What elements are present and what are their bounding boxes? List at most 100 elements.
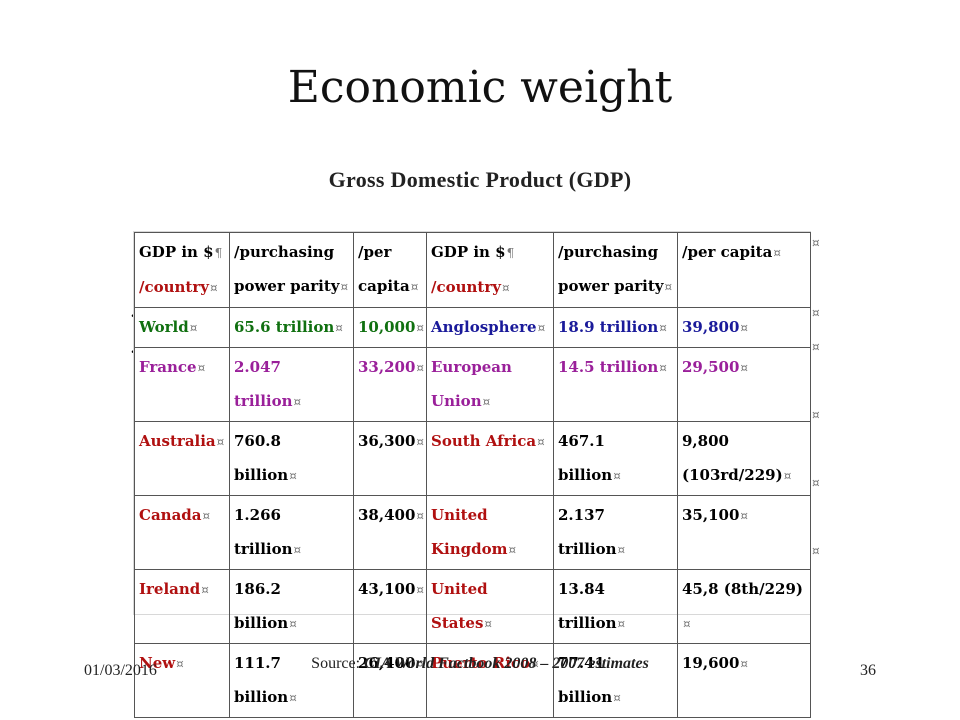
table-cell: Anglosphere¤ <box>426 307 554 348</box>
table-cell: European Union¤ <box>426 347 554 422</box>
table-row: New¤ 111.7 billion¤ 26,400¤ Puerto Rico¤ 77.… <box>134 643 811 718</box>
bullet-dot: . <box>131 304 135 321</box>
cell-value: 26,400 <box>358 654 416 672</box>
cell-value: 9,800 (103rd/229) <box>682 432 783 484</box>
table-cell: 760.8 billion¤ <box>229 421 354 496</box>
header-line2: power parity <box>234 277 340 295</box>
source-title: CIA World Factbook 2008 – 2007 estimates <box>364 655 649 672</box>
cell-value: 33,200 <box>358 358 416 376</box>
cell-value: New <box>139 654 176 672</box>
header-line2: /country <box>139 278 209 296</box>
cell-value: 467.1 billion <box>558 432 613 484</box>
cell-value: 13.84 trillion <box>558 580 617 632</box>
cell-value: 45,8 (8th/229) <box>682 580 804 598</box>
cell-value: 10,000 <box>358 318 416 336</box>
cell-value: 111.7 billion <box>234 654 289 706</box>
table-cell: Ireland¤ <box>134 569 230 644</box>
table-cell: United States¤ <box>426 569 554 644</box>
cell-value: Anglosphere <box>431 318 537 336</box>
table-cell: 186.2 billion¤ <box>229 569 354 644</box>
cell-value: 2.047 trillion <box>234 358 293 410</box>
cell-value: European Union <box>431 358 512 410</box>
table-cell: 467.1 billion¤ <box>553 421 678 496</box>
table-cell: 39,800¤ <box>677 307 811 348</box>
gdp-table-container: GDP in $¶ /country¤ /purchasing power pa… <box>134 232 811 718</box>
cell-value: 19,600 <box>682 654 740 672</box>
cell-value: 1.266 trillion <box>234 506 293 558</box>
cell-value: 2.137 trillion <box>558 506 617 558</box>
table-cell: 19,600¤ <box>677 643 811 718</box>
table-cell: Canada¤ <box>134 495 230 570</box>
cell-value: South Africa <box>431 432 537 450</box>
header-line1: /per capita <box>682 243 773 261</box>
slide-date: 01/03/2016 <box>84 662 157 679</box>
table-cell: 13.84 trillion¤ <box>553 569 678 644</box>
table-row: Canada¤ 1.266 trillion¤ 38,400¤ United King… <box>134 495 811 570</box>
table-cell: 2.047 trillion¤ <box>229 347 354 422</box>
header-line2: /country <box>431 278 501 296</box>
table-cell: 29,500¤ <box>677 347 811 422</box>
source-prefix: Source: <box>311 655 365 672</box>
slide-number: 36 <box>860 662 876 679</box>
table-cell: France¤ <box>134 347 230 422</box>
table-cell: 10,000¤ <box>353 307 427 348</box>
cell-value: 43,100 <box>358 580 416 598</box>
cell-value: 760.8 billion <box>234 432 289 484</box>
table-cell: Puerto Rico¤ <box>426 643 554 718</box>
cell-value: 36,300 <box>358 432 416 450</box>
table-cell: South Africa¤ <box>426 421 554 496</box>
cell-value: World <box>139 318 189 336</box>
table-cell: New¤ <box>134 643 230 718</box>
header-cell: /per capita¤ <box>677 232 811 308</box>
header-cell: /purchasing power parity¤ <box>553 232 678 308</box>
row-end-marker: ¤ <box>812 236 820 250</box>
row-end-marker: ¤ <box>812 476 820 490</box>
table-cell: Australia¤ <box>134 421 230 496</box>
header-line2: power parity <box>558 277 664 295</box>
cell-value: 29,500 <box>682 358 740 376</box>
table-cell: 77.41 billion¤ <box>553 643 678 718</box>
cell-value: Ireland <box>139 580 201 598</box>
table-cell: United Kingdom¤ <box>426 495 554 570</box>
cell-value: 35,100 <box>682 506 740 524</box>
table-row: Ireland¤ 186.2 billion¤ 43,100¤ United Stat… <box>134 569 811 644</box>
row-end-marker: ¤ <box>812 408 820 422</box>
header-cell: GDP in $¶ /country¤ <box>426 232 554 308</box>
table-cell: 65.6 trillion¤ <box>229 307 354 348</box>
cell-value: 38,400 <box>358 506 416 524</box>
cell-value: United Kingdom <box>431 506 508 558</box>
slide-title: Economic weight <box>287 62 673 113</box>
table-cell: 35,100¤ <box>677 495 811 570</box>
cell-value: 65.6 trillion <box>234 318 335 336</box>
row-end-marker: ¤ <box>812 340 820 354</box>
header-cell: /purchasing power parity¤ <box>229 232 354 308</box>
cell-value: Australia <box>139 432 216 450</box>
header-line1: /per <box>358 243 392 261</box>
cell-value: Puerto Rico <box>431 654 531 672</box>
table-cell: 9,800 (103rd/229)¤ <box>677 421 811 496</box>
table-row: France¤ 2.047 trillion¤ 33,200¤ European Un… <box>134 347 811 422</box>
cell-value: 77.41 billion <box>558 654 613 706</box>
header-cell: GDP in $¶ /country¤ <box>134 232 230 308</box>
cell-value: United States <box>431 580 488 632</box>
table-cell: 43,100¤ <box>353 569 427 644</box>
table-cell: 26,400¤ <box>353 643 427 718</box>
table-cell: 111.7 billion¤ <box>229 643 354 718</box>
table-row: Australia¤ 760.8 billion¤ 36,300¤ South Afr… <box>134 421 811 496</box>
cell-value: 186.2 billion <box>234 580 289 632</box>
table-cell: 18.9 trillion¤ <box>553 307 678 348</box>
source-citation: Source: CIA World Factbook 2008 – 2007 e… <box>0 655 960 673</box>
table-cell: 14.5 trillion¤ <box>553 347 678 422</box>
row-end-marker: ¤ <box>812 306 820 320</box>
table-cell: World¤ <box>134 307 230 348</box>
row-end-marker: ¤ <box>812 544 820 558</box>
cell-value: France <box>139 358 197 376</box>
slide-subtitle: Gross Domestic Product (GDP) <box>328 167 632 192</box>
table-cell: 1.266 trillion¤ <box>229 495 354 570</box>
cell-value: 14.5 trillion <box>558 358 659 376</box>
table-cell: 2.137 trillion¤ <box>553 495 678 570</box>
header-line1: GDP in $ <box>431 243 506 261</box>
table-cell: 33,200¤ <box>353 347 427 422</box>
header-line2: capita <box>358 277 410 295</box>
header-line1: GDP in $ <box>139 243 214 261</box>
